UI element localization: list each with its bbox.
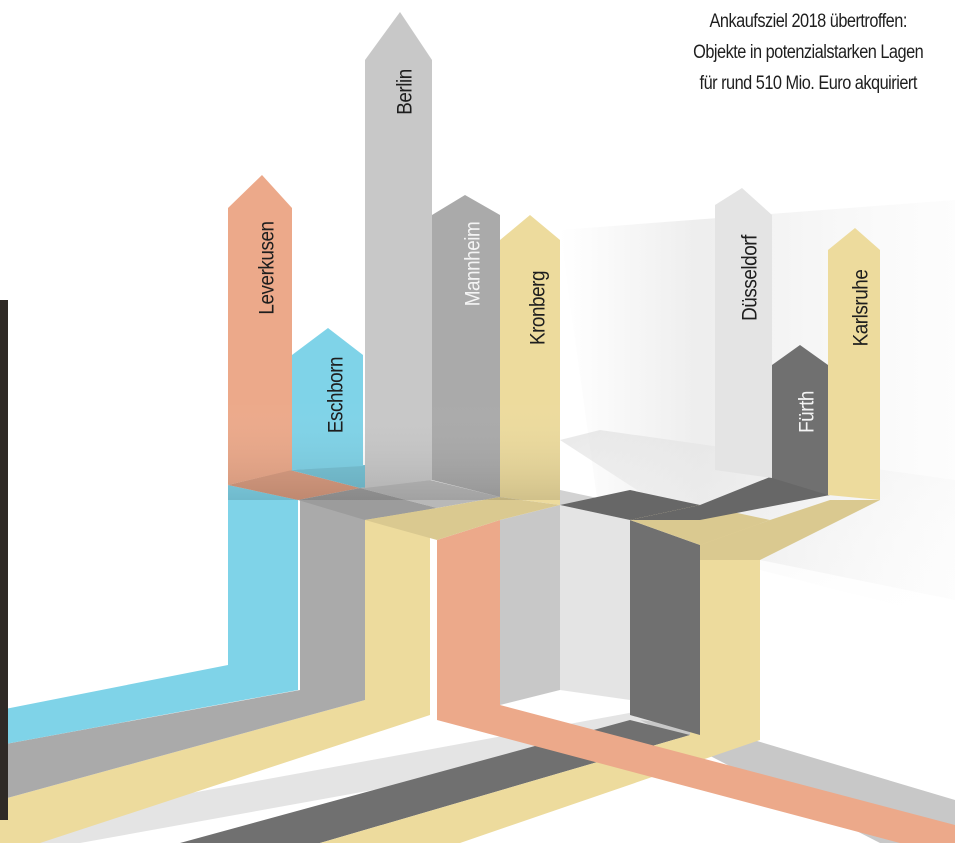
deck-kronberg [365,497,560,540]
arrow-fuerth [772,345,828,495]
headline: Ankaufsziel 2018 übertroffen: Objekte in… [653,6,955,99]
deck-karlsruhe-tail [700,500,880,560]
city-label-eschborn: Eschborn [325,357,348,433]
stripe-berlin-mid [500,505,560,705]
arrow-berlin [365,12,432,488]
city-label-mannheim: Mannheim [462,222,485,307]
arrow-karlsruhe [828,228,880,500]
city-label-leverkusen: Leverkusen [256,221,279,314]
headline-line-1: Ankaufsziel 2018 übertroffen: [709,11,908,32]
stripe-eschborn [0,485,298,745]
stripe-mannheim [0,500,365,800]
city-label-kronberg: Kronberg [527,271,550,345]
city-label-karlsruhe: Karlsruhe [850,269,873,346]
deck-fuerth-tail [630,475,830,520]
stripe-fuerth-mid [630,520,700,735]
base-fade [228,400,560,500]
stripe-duesseldorf-mid [560,505,630,700]
city-label-fuerth: Fürth [796,391,819,433]
city-label-berlin: Berlin [394,69,417,115]
arrow-duesseldorf [715,188,772,478]
dark-side-bar [0,300,8,820]
city-label-duesseldorf: Düsseldorf [739,234,762,321]
headline-line-2: Objekte in potenzialstarken Lagen [693,42,924,63]
stripe-leverkusen [437,520,955,843]
stripe-kronberg [0,505,430,843]
headline-line-3: für rund 510 Mio. Euro akquiriert [699,73,918,94]
